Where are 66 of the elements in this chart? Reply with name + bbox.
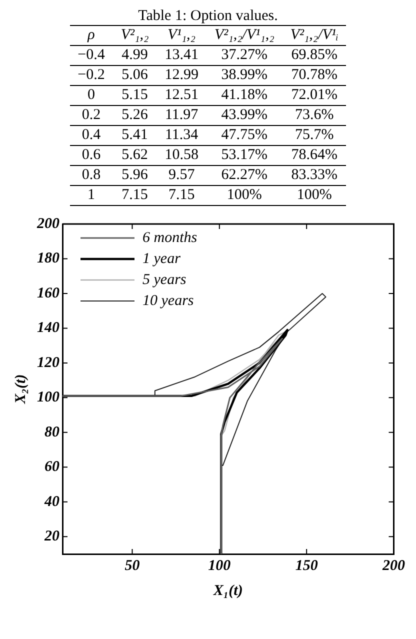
y-tick-label: 80 (44, 424, 60, 440)
chart-title: Table 1: Option values. (138, 8, 278, 25)
legend-label: 10 years (142, 292, 194, 309)
data-label: 83.33% (282, 166, 346, 186)
data-label: 13.41 (156, 46, 206, 66)
data-label: 53.17% (206, 146, 282, 166)
data-label: 5.15 (112, 86, 157, 106)
data-label: 43.99% (206, 106, 282, 126)
x-tick-label: 100 (208, 558, 232, 574)
y-axis-title: X₂(t) (12, 374, 29, 405)
data-label: 5.41 (112, 126, 157, 146)
data-label: 100% (282, 186, 346, 206)
x-axis-title: X₁(t) (212, 582, 243, 599)
data-label: 11.34 (156, 126, 206, 146)
data-label: 38.99% (206, 66, 282, 86)
data-label: 70.78% (282, 66, 346, 86)
y-tick-label: 160 (37, 285, 60, 302)
x-tick-label: 200 (382, 558, 406, 574)
data-label: 9.57 (156, 166, 206, 186)
y-tick-label: 0.6 (70, 146, 113, 166)
data-label: 5.06 (112, 66, 157, 86)
data-label: 5.62 (112, 146, 157, 166)
data-label: 75.7% (282, 126, 346, 146)
y-tick-label: 140 (37, 320, 60, 336)
y-tick-label: 0 (70, 86, 113, 106)
y-tick-label: 0.8 (70, 166, 113, 186)
y-tick-label: 0.2 (70, 106, 113, 126)
x-tick-label: 150 (295, 558, 318, 574)
data-label: 72.01% (282, 86, 346, 106)
x-tick-label: V²₁,₂ (112, 26, 157, 46)
y-tick-label: 200 (36, 216, 60, 232)
data-label: 5.96 (112, 166, 157, 186)
data-label: 47.75% (206, 126, 282, 146)
data-label: 73.6% (282, 106, 346, 126)
data-label: 7.15 (156, 186, 206, 206)
y-tick-label: −0.2 (70, 66, 113, 86)
y-tick-label: 180 (37, 250, 60, 267)
data-label: 100% (206, 186, 282, 206)
y-tick-label: 20 (44, 528, 60, 545)
data-label: 5.26 (112, 106, 157, 126)
data-label: 12.51 (156, 86, 206, 106)
x-tick-label: V²₁,₂/V¹ᵢ (282, 26, 346, 46)
y-axis-title: ρ (70, 26, 113, 46)
data-label: 12.99 (156, 66, 206, 86)
legend-label: 6 months (142, 230, 198, 246)
data-label: 7.15 (112, 186, 157, 206)
y-tick-label: 60 (44, 459, 60, 476)
legend-label: 1 year (142, 250, 181, 267)
data-label: 10.58 (156, 146, 206, 166)
data-label: 69.85% (282, 46, 346, 66)
legend-label: 5 years (142, 272, 186, 288)
data-label: 78.64% (282, 146, 346, 166)
y-tick-label: 1 (70, 186, 113, 206)
data-label: 11.97 (156, 106, 206, 126)
y-tick-label: 0.4 (70, 126, 113, 146)
x-tick-label: V¹₁,₂ (156, 26, 206, 46)
data-label: 4.99 (112, 46, 157, 66)
y-tick-label: 100 (37, 390, 60, 406)
data-label: 37.27% (206, 46, 282, 66)
x-tick-label: V²₁,₂/V¹₁,₂ (206, 26, 282, 46)
x-tick-label: 50 (124, 558, 140, 574)
y-tick-label: 40 (44, 494, 60, 510)
data-label: 62.27% (206, 166, 282, 186)
data-label: 41.18% (206, 86, 282, 106)
y-tick-label: −0.4 (70, 46, 113, 66)
y-tick-label: 120 (37, 354, 60, 371)
